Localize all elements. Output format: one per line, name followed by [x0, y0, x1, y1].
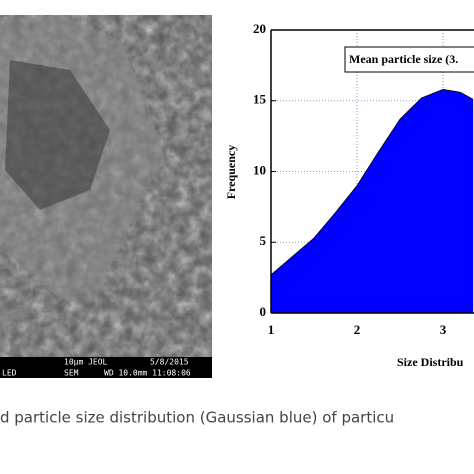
sem-image: 10μm JEOL 5/8/2015 LED SEM WD 10.0mm 11:…: [0, 15, 212, 378]
y-axis-label: Frequency: [224, 145, 238, 199]
x-tick-label: 3: [440, 322, 447, 337]
y-tick-label: 10: [253, 162, 266, 177]
sem-detector: LED: [2, 369, 17, 378]
sem-settings: WD 10.0mm 11:08:06: [104, 369, 191, 378]
caption: d particle size distribution (Gaussian b…: [0, 409, 394, 427]
sem-mode: SEM: [64, 369, 79, 378]
annotation: Mean particle size (3.: [349, 52, 458, 66]
y-tick-label: 5: [260, 233, 267, 248]
area-fill: [271, 89, 474, 314]
sem-scale: 10μm JEOL: [64, 358, 108, 367]
x-tick-label: 2: [354, 322, 361, 337]
y-tick-label: 20: [253, 21, 266, 36]
y-tick-label: 15: [253, 92, 267, 107]
annotation-box: [344, 46, 474, 73]
area-line: [270, 89, 474, 276]
x-tick-label: 1: [268, 322, 275, 337]
x-axis-label: Size Distribu: [397, 355, 464, 369]
chart: 0 5 10 15 20 1 2 3 Mean particle size (3.: [253, 21, 474, 337]
sem-date: 5/8/2015: [150, 358, 189, 367]
y-tick-label: 0: [260, 304, 267, 319]
